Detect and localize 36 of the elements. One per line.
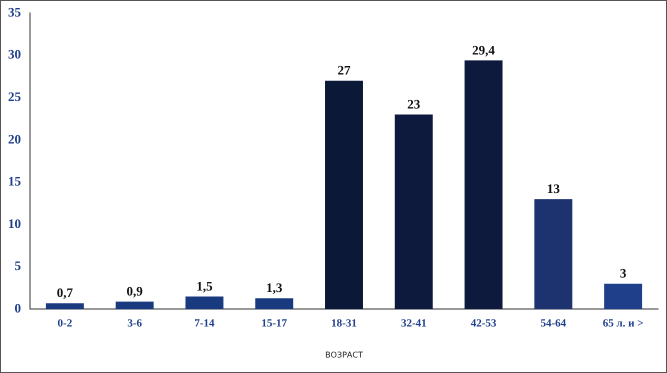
- y-tick-label: 25: [8, 88, 22, 104]
- bar: [185, 296, 224, 310]
- x-tick-label: 65 л. и >: [602, 318, 644, 330]
- y-tick-label: 30: [8, 46, 21, 62]
- data-label: 0,7: [56, 285, 74, 300]
- bar: [394, 114, 433, 310]
- x-tick-label: 32-41: [400, 318, 427, 330]
- data-label: 0,9: [126, 283, 144, 298]
- bar: [325, 80, 363, 310]
- data-label: 13: [546, 181, 560, 196]
- x-tick-label: 3-6: [127, 318, 142, 330]
- x-tick-label: 15-17: [261, 318, 288, 330]
- data-label: 29,4: [472, 42, 496, 58]
- y-tick-label: 20: [8, 131, 21, 146]
- bar: [464, 60, 503, 310]
- data-label: 27: [338, 62, 351, 78]
- data-label: 1,3: [266, 280, 283, 296]
- y-tick-label: 35: [8, 4, 22, 20]
- y-tick-label: 15: [8, 174, 22, 189]
- bar: [534, 199, 572, 310]
- data-label: 3: [620, 266, 627, 281]
- data-label: 23: [407, 96, 421, 112]
- bar: [116, 302, 154, 310]
- x-tick-label: 18-31: [331, 318, 357, 330]
- x-tick-label: 7-14: [194, 318, 216, 330]
- y-tick-label: 0: [14, 300, 21, 316]
- x-tick-label: 0-2: [58, 318, 73, 330]
- x-tick-label: 42-53: [470, 318, 497, 330]
- data-label: 1,5: [196, 278, 214, 294]
- y-tick-label: 5: [14, 258, 22, 274]
- y-tick-label: 10: [8, 216, 21, 231]
- bar: [604, 284, 642, 310]
- bar: [46, 303, 84, 310]
- bar: [255, 298, 294, 310]
- x-tick-label: 54-64: [540, 318, 567, 330]
- x-axis-title: ВОЗРАСТ: [325, 350, 363, 360]
